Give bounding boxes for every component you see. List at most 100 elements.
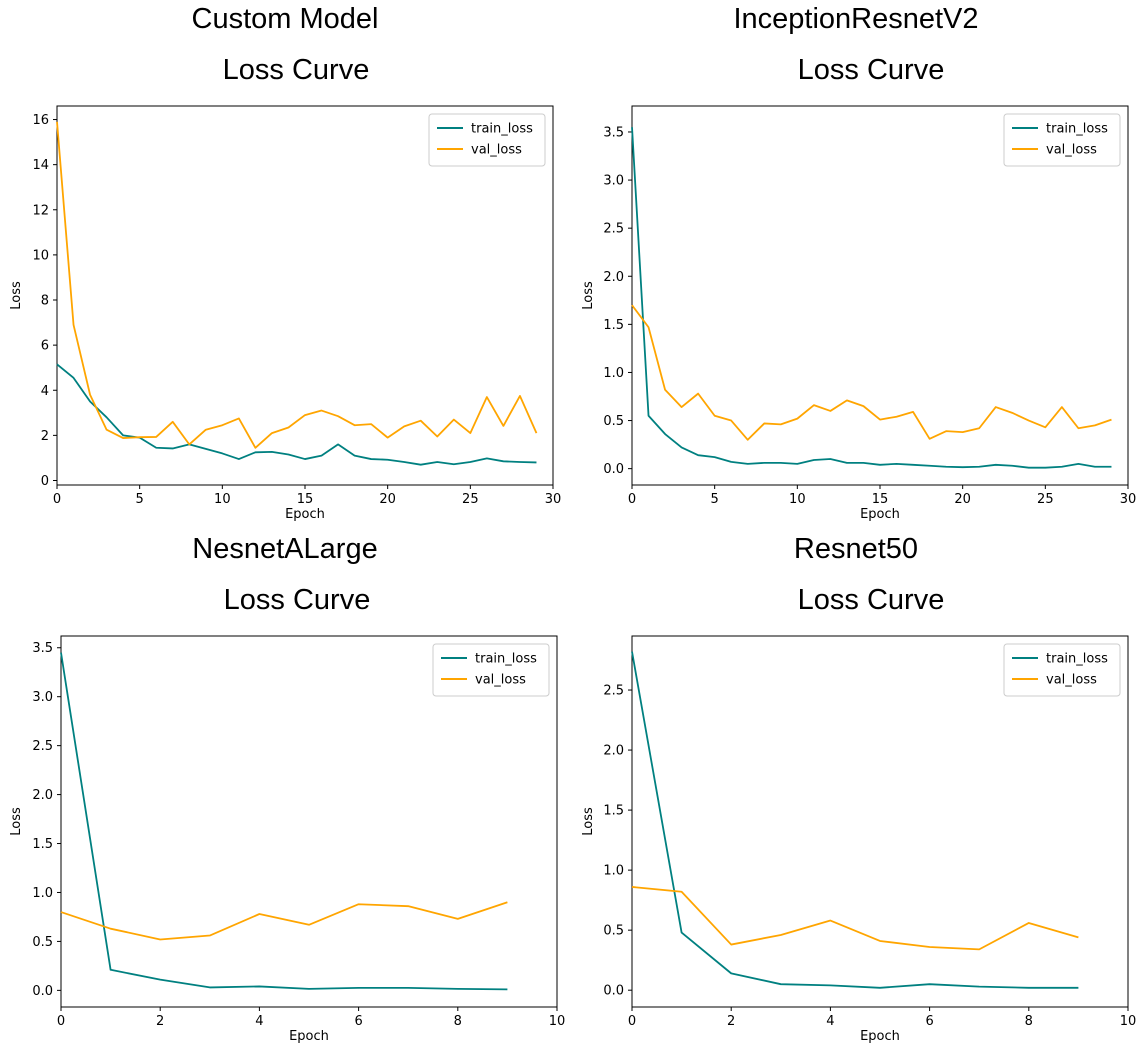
x-tick-label: 0 <box>57 1014 65 1029</box>
y-tick-label: 1.5 <box>603 318 624 333</box>
legend-label: val_loss <box>1046 143 1097 158</box>
y-tick-label: 3.5 <box>603 125 624 140</box>
x-tick-label: 8 <box>454 1014 462 1029</box>
y-tick-label: 1.0 <box>32 886 53 901</box>
series-line-val-loss <box>631 886 1079 951</box>
series-line-train-loss <box>631 651 1079 989</box>
chart-panel-nesnetalarge: 0 2 4 6 8 10 0.0 0.5 1.0 1.5 2.0 2.5 3.0 3.5 Epoch Loss… <box>9 635 566 1044</box>
legend: train_loss val_loss <box>1003 113 1121 167</box>
x-tick-label: 20 <box>954 492 971 507</box>
y-axis-label: Loss <box>581 807 596 836</box>
x-axis-label: Epoch <box>860 507 900 522</box>
x-axis-label: Epoch <box>285 507 325 522</box>
legend: train_loss val_loss <box>1003 643 1121 697</box>
y-tick-label: 0.0 <box>603 462 624 477</box>
x-tick-label: 2 <box>727 1014 735 1029</box>
x-tick-label: 15 <box>297 492 314 507</box>
x-tick-label: 8 <box>1025 1014 1033 1029</box>
series-line-train-loss <box>56 363 537 466</box>
x-tick-label: 30 <box>545 492 562 507</box>
y-tick-label: 1.5 <box>603 804 624 819</box>
x-tick-label: 25 <box>1037 492 1054 507</box>
x-tick-label: 20 <box>379 492 396 507</box>
x-tick-label: 6 <box>925 1014 933 1029</box>
y-tick-label: 0.5 <box>603 414 624 429</box>
x-tick-label: 6 <box>354 1014 362 1029</box>
y-tick-label: 1.5 <box>32 837 53 852</box>
x-tick-label: 4 <box>826 1014 834 1029</box>
series-line-val-loss <box>631 304 1112 441</box>
x-axis-label: Epoch <box>860 1029 900 1044</box>
series-line-val-loss <box>60 901 508 941</box>
y-tick-label: 3.0 <box>603 174 624 189</box>
y-tick-label: 10 <box>32 248 49 263</box>
chart-subtitle-nesnetalarge: Loss Curve <box>223 584 371 616</box>
legend-label: val_loss <box>1046 673 1097 688</box>
y-tick-label: 1.0 <box>603 864 624 879</box>
y-tick-label: 4 <box>41 384 49 399</box>
y-tick-label: 8 <box>41 294 49 309</box>
y-tick-label: 2.0 <box>32 788 53 803</box>
series-line-val-loss <box>56 121 538 449</box>
chart-panel-inceptionresnetv2: 0 5 10 15 20 25 30 0.0 0.5 1.0 1.5 2.0 2.5 3.0 3.5 Epoc… <box>581 105 1137 522</box>
x-tick-label: 2 <box>156 1014 164 1029</box>
x-tick-label: 0 <box>628 1014 636 1029</box>
plot-frame <box>60 635 558 1008</box>
y-tick-label: 0 <box>41 474 49 489</box>
chart-title-resnet50: Resnet50 <box>793 533 919 565</box>
x-tick-label: 10 <box>789 492 806 507</box>
x-tick-label: 0 <box>53 492 61 507</box>
y-tick-label: 2 <box>41 429 49 444</box>
x-tick-label: 5 <box>711 492 719 507</box>
y-tick-label: 2.5 <box>603 222 624 237</box>
chart-title-inceptionresnetv2: InceptionResnetV2 <box>733 3 979 35</box>
legend-label: train_loss <box>471 122 533 137</box>
legend-label: val_loss <box>471 143 522 158</box>
y-tick-label: 2.0 <box>603 270 624 285</box>
x-tick-label: 30 <box>1120 492 1137 507</box>
chart-panel-resnet50: 0 2 4 6 8 10 0.0 0.5 1.0 1.5 2.0 2.5 Epoch Loss train_… <box>581 635 1137 1044</box>
y-axis-label: Loss <box>581 281 596 310</box>
chart-title-nesnetalarge: NesnetALarge <box>192 533 378 565</box>
y-tick-label: 6 <box>41 339 49 354</box>
series-line-train-loss <box>60 652 508 991</box>
y-tick-label: 0.0 <box>603 984 624 999</box>
x-tick-label: 10 <box>1120 1014 1137 1029</box>
y-tick-label: 3.5 <box>32 641 53 656</box>
x-tick-label: 15 <box>872 492 889 507</box>
y-tick-label: 0.5 <box>32 935 53 950</box>
legend-label: train_loss <box>1046 122 1108 137</box>
y-tick-label: 0.0 <box>32 984 53 999</box>
x-tick-label: 25 <box>462 492 479 507</box>
x-tick-label: 5 <box>136 492 144 507</box>
x-tick-label: 10 <box>214 492 231 507</box>
x-axis-label: Epoch <box>289 1029 329 1044</box>
y-axis-label: Loss <box>9 281 24 310</box>
chart-panel-custom-model: 0 5 10 15 20 25 30 0 2 4 6 8 10 12 14 16 Epoch Loss train_… <box>9 105 562 522</box>
y-tick-label: 3.0 <box>32 690 53 705</box>
chart-title-custom-model: Custom Model <box>191 3 379 35</box>
legend: train_loss val_loss <box>432 643 550 697</box>
y-tick-label: 14 <box>32 158 49 173</box>
chart-subtitle-resnet50: Loss Curve <box>797 584 945 616</box>
y-axis-label: Loss <box>9 807 24 836</box>
y-tick-label: 2.5 <box>32 739 53 754</box>
legend: train_loss val_loss <box>428 113 546 167</box>
x-tick-label: 0 <box>628 492 636 507</box>
series-line-train-loss <box>631 127 1112 469</box>
y-tick-label: 12 <box>32 203 49 218</box>
plot-frame <box>631 635 1129 1008</box>
y-tick-label: 16 <box>32 113 49 128</box>
x-tick-label: 10 <box>549 1014 566 1029</box>
legend-label: train_loss <box>475 652 537 667</box>
x-tick-label: 4 <box>255 1014 263 1029</box>
y-tick-label: 0.5 <box>603 924 624 939</box>
y-tick-label: 1.0 <box>603 366 624 381</box>
chart-subtitle-inceptionresnetv2: Loss Curve <box>797 54 945 86</box>
chart-subtitle-custom-model: Loss Curve <box>222 54 370 86</box>
y-tick-label: 2.0 <box>603 744 624 759</box>
y-tick-label: 2.5 <box>603 684 624 699</box>
legend-label: val_loss <box>475 673 526 688</box>
legend-label: train_loss <box>1046 652 1108 667</box>
